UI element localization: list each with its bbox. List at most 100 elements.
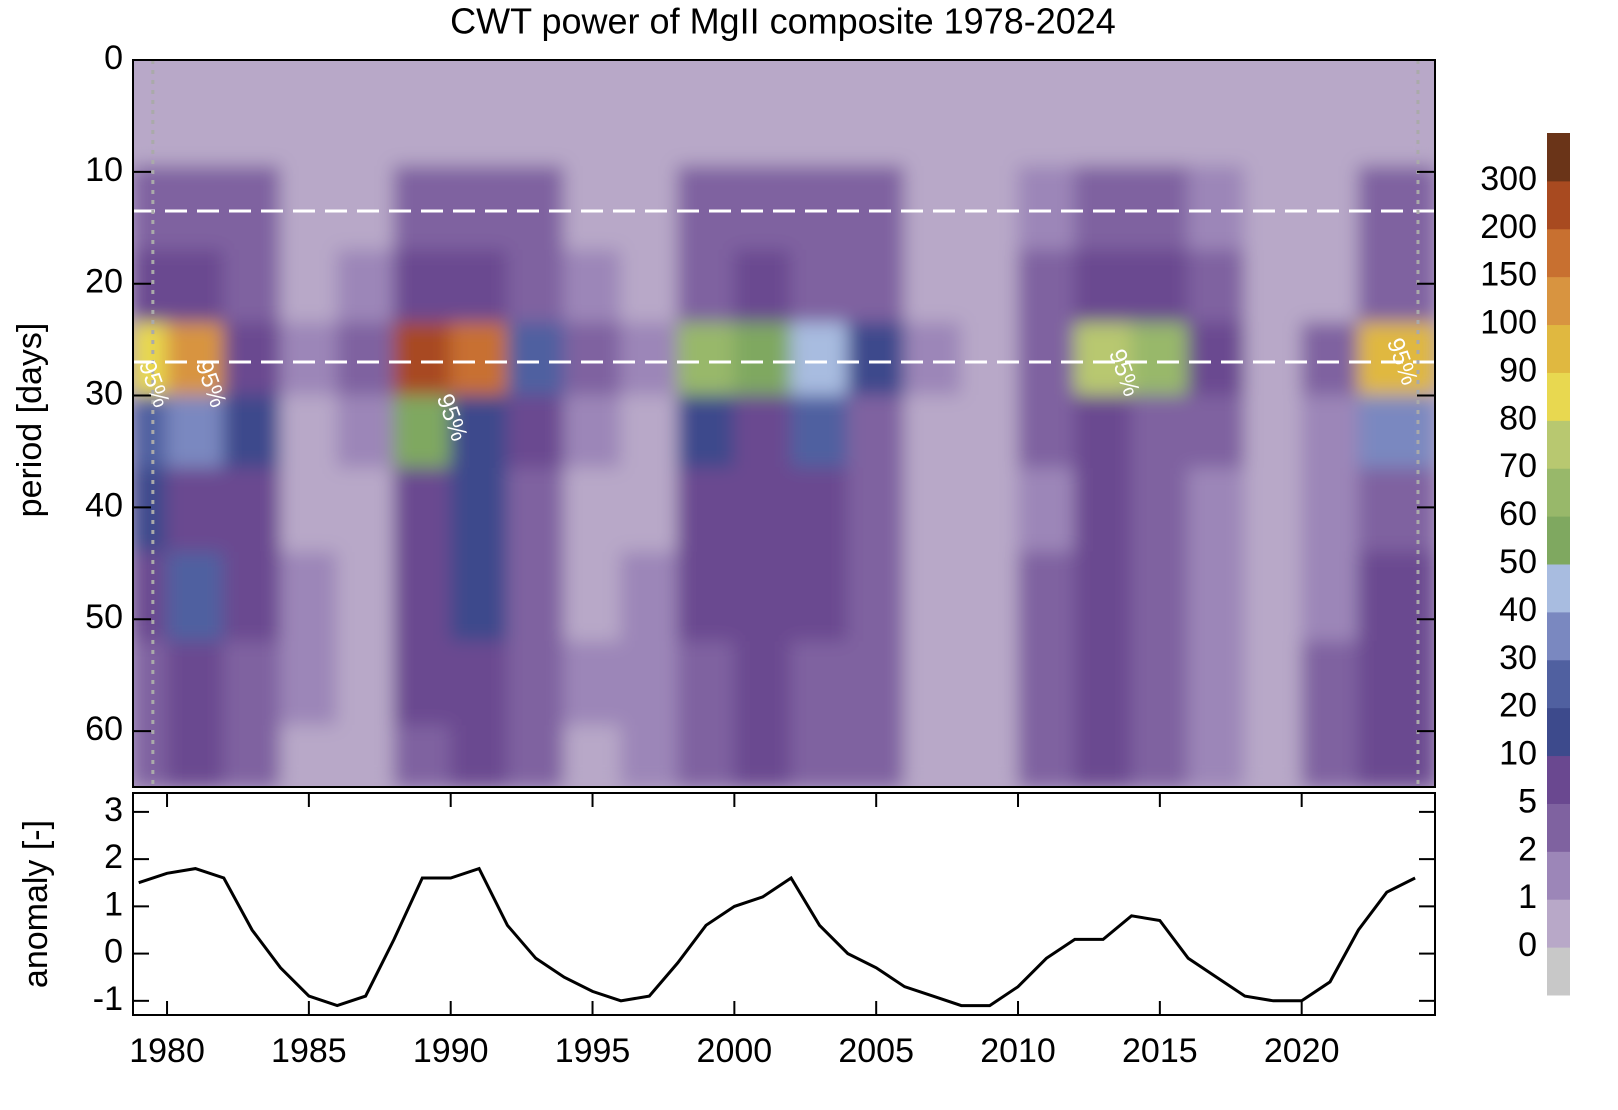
x-tick-label: 2000: [697, 1032, 773, 1070]
power-cell: [1244, 395, 1303, 469]
power-cell: [133, 395, 168, 469]
power-cell: [904, 249, 962, 324]
power-cell: [133, 551, 168, 643]
power-cell: [733, 641, 792, 726]
power-cell: [280, 165, 338, 251]
power-cell: [733, 165, 792, 251]
y2-axis-label: anomaly [-]: [17, 820, 55, 988]
power-cell: [790, 551, 849, 643]
colorbar-swatch: [1547, 611, 1570, 661]
power-cell: [620, 395, 679, 469]
power-cell: [223, 641, 282, 726]
colorbar-label: 20: [1499, 687, 1537, 725]
power-cell: [1074, 249, 1132, 324]
power-cell: [506, 395, 565, 469]
power-cell: [1074, 165, 1132, 251]
power-cell: [450, 165, 508, 251]
power-cell: [393, 467, 452, 553]
power-cell: [904, 467, 962, 553]
power-cell: [847, 60, 906, 167]
power-cell: [1017, 165, 1076, 251]
power-cell: [393, 641, 452, 726]
power-cell: [904, 165, 962, 251]
power-cell: [960, 165, 1019, 251]
power-cell: [336, 165, 395, 251]
power-cell: [847, 322, 906, 397]
power-cell: [1017, 249, 1076, 324]
colorbar-swatch: [1547, 707, 1570, 757]
power-cell: [1017, 60, 1076, 167]
colorbar-swatch: [1547, 516, 1570, 565]
power-cell: [1301, 395, 1359, 469]
anomaly-frame: [132, 792, 1436, 1016]
power-cell: [506, 60, 565, 167]
power-cell: [620, 322, 679, 397]
power-cell: [336, 249, 395, 324]
power-cell: [280, 395, 338, 469]
anomaly-line: [138, 866, 1416, 1008]
power-cell: [1130, 249, 1189, 324]
power-cell: [1187, 467, 1246, 553]
power-cell: [280, 551, 338, 643]
colorbar-label: 2: [1518, 830, 1537, 868]
power-cell: [733, 551, 792, 643]
colorbar-swatch: [1547, 180, 1570, 230]
power-cell: [563, 322, 622, 397]
colorbar-swatch: [1547, 947, 1570, 996]
power-cell: [133, 165, 168, 251]
power-cell: [847, 641, 906, 726]
power-cell: [1130, 60, 1189, 167]
power-cell: [336, 724, 395, 787]
colorbar-swatch: [1547, 372, 1570, 421]
power-cell: [847, 724, 906, 787]
power-cell: [506, 322, 565, 397]
power-cell: [1187, 322, 1246, 397]
power-cell: [847, 395, 906, 469]
power-cell: [563, 165, 622, 251]
power-cell: [960, 641, 1019, 726]
power-cell: [1244, 551, 1303, 643]
power-cell: [223, 60, 282, 167]
power-cell: [790, 165, 849, 251]
power-cell: [133, 322, 168, 397]
power-cell: [166, 395, 225, 469]
y2-tick-label: -1: [93, 980, 123, 1018]
power-cell: [393, 322, 452, 397]
power-cell: [904, 551, 962, 643]
power-cell: [1017, 551, 1076, 643]
x-tick-label: 1985: [271, 1032, 347, 1070]
power-cell: [166, 467, 225, 553]
y-axis-label: period [days]: [11, 323, 49, 518]
plot-frame: [132, 59, 1436, 788]
power-cell: [336, 551, 395, 643]
power-cell: [1301, 60, 1359, 167]
power-cell: [733, 249, 792, 324]
colorbar-swatch: [1547, 468, 1570, 517]
colorbar-label: 70: [1499, 447, 1537, 485]
power-cell: [280, 467, 338, 553]
colorbar-swatch: [1547, 324, 1570, 373]
power-cell: [733, 395, 792, 469]
power-cell: [620, 724, 679, 787]
power-map: [133, 60, 1435, 787]
power-cell: [960, 467, 1019, 553]
power-cell: [223, 322, 282, 397]
power-cell: [280, 60, 338, 167]
power-cell: [733, 60, 792, 167]
power-cell: [166, 641, 225, 726]
power-cell: [1187, 395, 1246, 469]
colorbar-swatch: [1547, 803, 1570, 852]
power-cell: [790, 724, 849, 787]
x-tick-label: 2010: [980, 1032, 1056, 1070]
power-cell: [1244, 249, 1303, 324]
y-tick-label: 50: [85, 598, 123, 636]
power-cell: [166, 165, 225, 251]
power-cell: [847, 165, 906, 251]
power-cell: [790, 641, 849, 726]
power-cell: [450, 60, 508, 167]
power-cell: [563, 641, 622, 726]
power-cell: [620, 249, 679, 324]
chart-title: CWT power of MgII composite 1978-2024: [450, 1, 1116, 42]
power-cell: [166, 249, 225, 324]
